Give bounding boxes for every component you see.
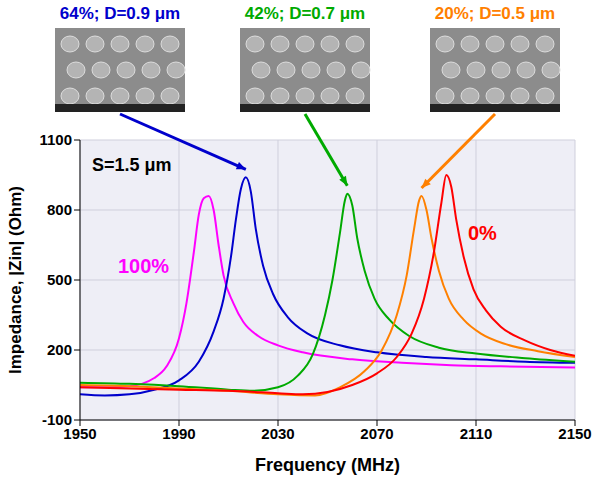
svg-text:2030: 2030 <box>261 425 294 442</box>
svg-text:200: 200 <box>47 341 72 358</box>
html-text:100%: 100% <box>118 255 170 277</box>
html-text:42%; D=0.7 μm: 42%; D=0.7 μm <box>244 4 366 23</box>
svg-text:1100: 1100 <box>39 131 72 148</box>
svg-text:-100: -100 <box>42 411 72 428</box>
svg-text:2150: 2150 <box>558 425 591 442</box>
html-text:0%: 0% <box>468 222 497 244</box>
svg-text:Frequency (MHz): Frequency (MHz) <box>255 455 400 475</box>
svg-text:2070: 2070 <box>360 425 393 442</box>
html-text:S=1.5 μm: S=1.5 μm <box>92 155 172 175</box>
svg-text:1950: 1950 <box>63 424 97 442</box>
svg-text:1990: 1990 <box>162 425 195 442</box>
svg-text:800: 800 <box>47 201 72 218</box>
html-text:20%; D=0.5 μm: 20%; D=0.5 μm <box>434 4 556 23</box>
html-text:64%; D=0.9 μm: 64%; D=0.9 μm <box>59 4 181 23</box>
svg-text:2110: 2110 <box>460 425 493 442</box>
svg-text:500: 500 <box>47 271 72 288</box>
svg-text:Impedance, |Zin| (Ohm): Impedance, |Zin| (Ohm) <box>6 186 25 374</box>
